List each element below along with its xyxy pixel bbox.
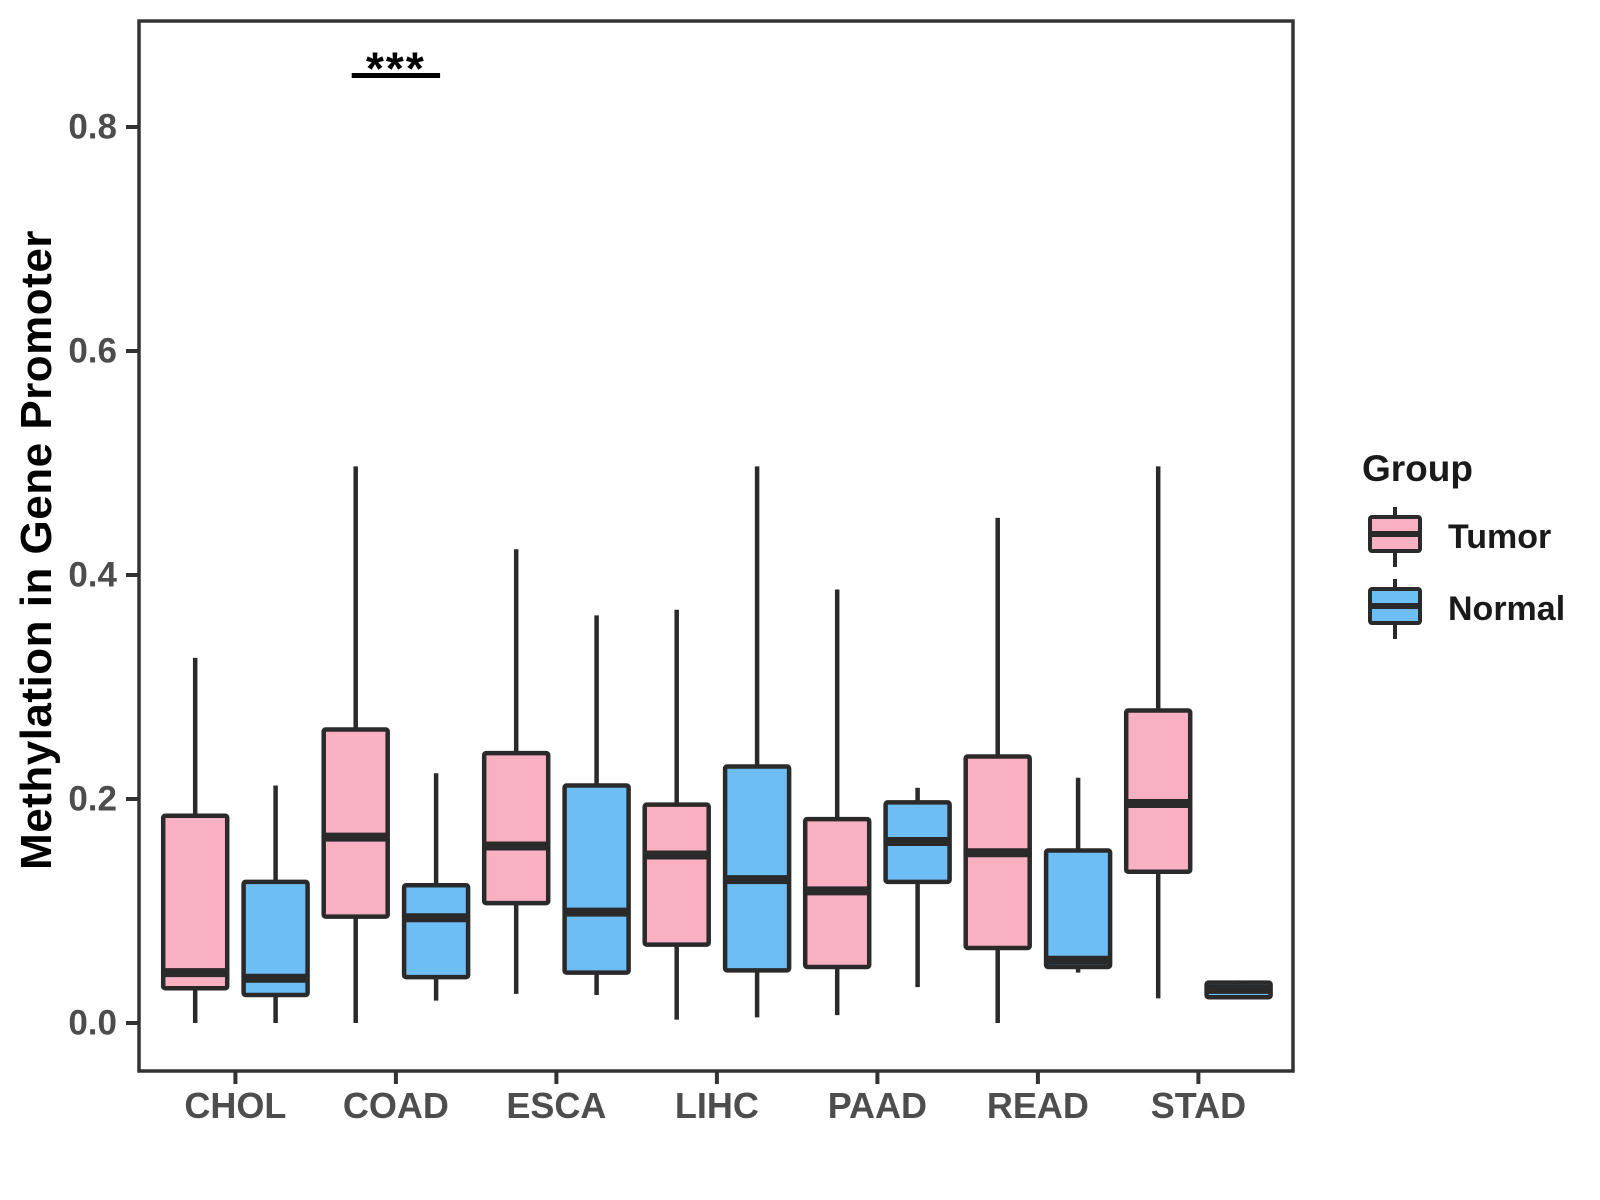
x-tick-label-read: READ	[987, 1085, 1089, 1126]
x-tick-label-coad: COAD	[343, 1085, 449, 1126]
box-normal-chol	[241, 879, 310, 998]
y-tick-label: 0.0	[68, 1004, 117, 1043]
y-tick-label: 0.2	[68, 780, 117, 819]
box-normal-esca	[562, 783, 631, 975]
box-normal-read	[1043, 848, 1113, 970]
panel-border	[137, 19, 1295, 1073]
box-tumor-esca	[481, 750, 551, 906]
x-tick-label-paad: PAAD	[828, 1085, 927, 1126]
legend: Group Tumor Normal	[1338, 448, 1588, 650]
box-tumor-coad	[321, 727, 390, 919]
box-normal-lihc	[722, 764, 792, 973]
legend-item-tumor: Tumor	[1338, 506, 1588, 568]
significance-label-coad: ***	[366, 42, 426, 94]
box-tumor-chol	[160, 813, 230, 991]
legend-boxplot-glyph-tumor	[1368, 507, 1422, 567]
legend-boxplot-glyph-normal	[1368, 579, 1422, 639]
box-tumor-lihc	[642, 802, 711, 947]
y-tick-label: 0.6	[68, 332, 117, 371]
x-tick-label-stad: STAD	[1151, 1085, 1246, 1126]
y-axis-title: Methylation in Gene Promoter	[12, 230, 61, 870]
y-tick-label: 0.8	[68, 108, 117, 147]
legend-item-normal: Normal	[1338, 578, 1588, 640]
box-tumor-stad	[1123, 708, 1193, 875]
legend-label-tumor: Tumor	[1448, 517, 1552, 556]
y-tick-label: 0.4	[68, 556, 117, 595]
x-tick-label-lihc: LIHC	[675, 1085, 759, 1126]
box-normal-coad	[401, 882, 471, 980]
legend-title: Group	[1362, 448, 1473, 489]
x-tick-label-esca: ESCA	[506, 1085, 606, 1126]
x-tick-label-chol: CHOL	[184, 1085, 286, 1126]
legend-label-normal: Normal	[1448, 589, 1566, 628]
